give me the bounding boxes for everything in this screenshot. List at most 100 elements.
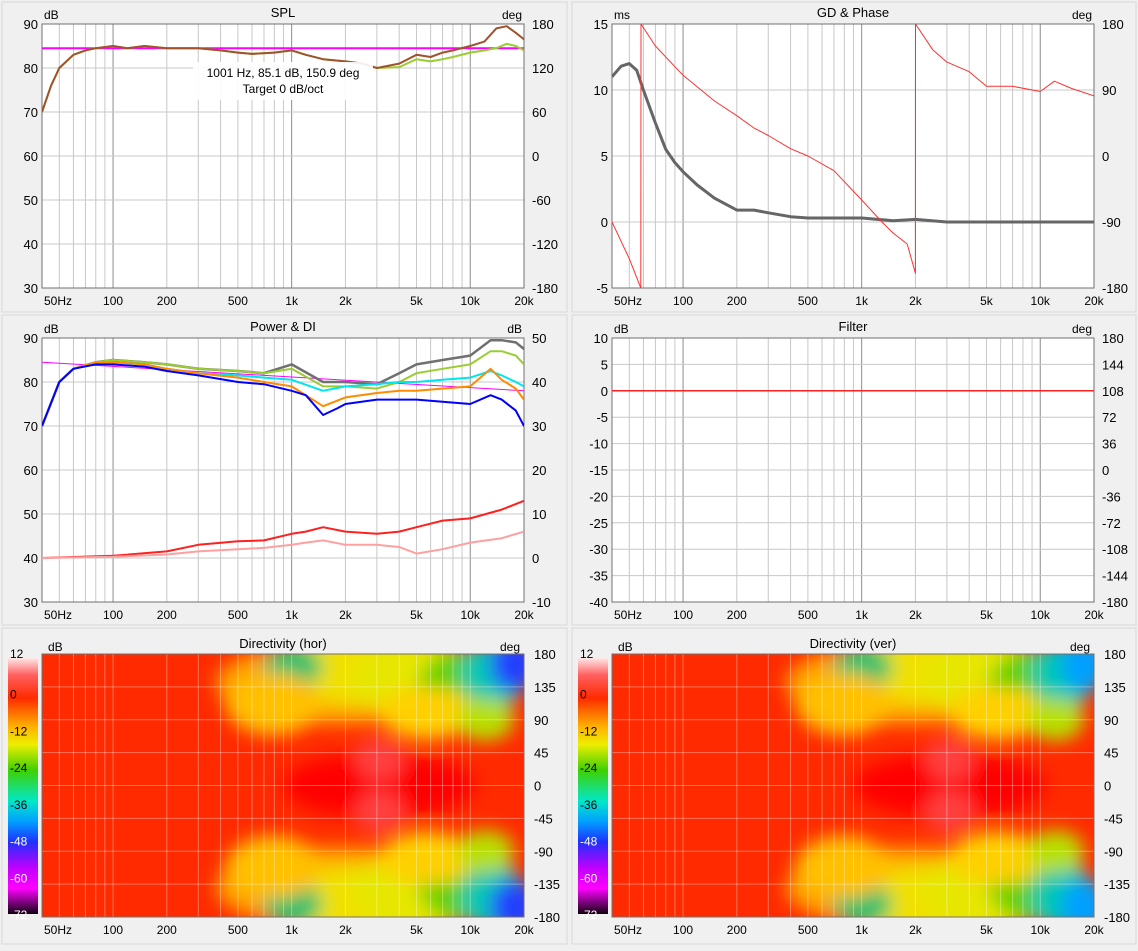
x-tick-label: 100 <box>673 923 693 937</box>
colorscale-label: -48 <box>580 835 598 849</box>
x-tick-label: 2k <box>339 608 353 622</box>
heatmap-region <box>225 672 322 736</box>
plot-border <box>611 23 1095 289</box>
colorscale-label: -72 <box>580 908 598 922</box>
x-tick-label: 200 <box>727 294 747 308</box>
left-unit-label: dB <box>44 322 59 336</box>
chart-title: SPL <box>271 5 296 20</box>
y-tick-label: 15 <box>594 17 608 32</box>
x-tick-label: 200 <box>157 923 177 937</box>
x-tick-label: 5k <box>980 923 994 937</box>
plot-border <box>41 23 525 289</box>
y2-tick-label: -180 <box>534 910 560 925</box>
heatmap-field <box>785 654 1094 917</box>
colorscale-label: -24 <box>580 761 598 775</box>
y2-tick-label: 0 <box>532 149 539 164</box>
heatmap-field <box>215 654 524 917</box>
series-line <box>42 363 524 427</box>
y2-tick-label: 72 <box>1102 410 1116 425</box>
y2-tick-label: -90 <box>1104 844 1123 859</box>
y2-tick-label: -120 <box>532 237 558 252</box>
x-tick-label: 100 <box>103 608 123 622</box>
heatmap-region <box>795 835 892 899</box>
right-unit-label: deg <box>1072 8 1092 22</box>
x-tick-label: 1k <box>285 294 299 308</box>
x-tick-label: 50Hz <box>44 923 72 937</box>
x-tick-label: 500 <box>228 923 248 937</box>
y-tick-label: 0 <box>601 384 608 399</box>
left-unit-label: dB <box>44 8 59 22</box>
y2-tick-label: 90 <box>534 713 548 728</box>
y-tick-label: -5 <box>596 281 608 296</box>
x-tick-label: 2k <box>909 608 923 622</box>
heatmap-region <box>1026 698 1085 741</box>
x-tick-label: 1k <box>855 294 869 308</box>
y2-tick-label: 0 <box>1102 463 1109 478</box>
series-group <box>42 338 524 559</box>
x-tick-label: 100 <box>673 608 693 622</box>
y2-tick-label: 108 <box>1102 384 1124 399</box>
y2-tick-label: 120 <box>532 61 554 76</box>
colorscale-label: -72 <box>10 908 28 922</box>
y2-tick-label: -72 <box>1102 516 1121 531</box>
x-tick-label: 2k <box>339 294 353 308</box>
y-tick-label: 80 <box>24 375 38 390</box>
heatmap-region <box>225 835 322 899</box>
y2-tick-label: 20 <box>532 463 546 478</box>
x-tick-label: 500 <box>798 294 818 308</box>
plot-border <box>41 653 525 918</box>
colorscale-label: -12 <box>580 724 598 738</box>
series-group <box>42 25 524 113</box>
plot-border <box>611 337 1095 603</box>
x-tick-label: 20k <box>514 923 534 937</box>
y-tick-label: 90 <box>24 331 38 346</box>
y2-tick-label: -10 <box>532 595 551 610</box>
y2-tick-label: 45 <box>534 746 548 761</box>
x-tick-label: 1k <box>285 923 299 937</box>
y2-tick-label: 0 <box>1102 149 1109 164</box>
x-tick-label: 10k <box>461 923 481 937</box>
y2-tick-label: -45 <box>534 811 553 826</box>
y-tick-label: -15 <box>589 463 608 478</box>
x-tick-label: 20k <box>514 608 534 622</box>
x-tick-label: 50Hz <box>614 608 642 622</box>
x-tick-label: 1k <box>855 923 869 937</box>
series-line <box>42 530 524 559</box>
x-tick-label: 500 <box>228 608 248 622</box>
colorscale-bar <box>578 657 608 914</box>
chart-title: GD & Phase <box>817 5 889 20</box>
y2-tick-label: 135 <box>534 680 556 695</box>
plot-border <box>611 653 1095 918</box>
x-tick-label: 200 <box>727 608 747 622</box>
y2-tick-label: 60 <box>532 105 546 120</box>
x-tick-label: 5k <box>410 608 424 622</box>
right-unit-label: dB <box>507 322 522 336</box>
x-tick-label: 1k <box>285 608 299 622</box>
x-tick-label: 100 <box>103 294 123 308</box>
y-tick-label: 70 <box>24 419 38 434</box>
heatmap-core <box>283 753 476 818</box>
series-group <box>612 24 1094 288</box>
heatmap-region <box>456 830 515 873</box>
colorscale-label: 0 <box>10 688 17 702</box>
y-tick-label: 70 <box>24 105 38 120</box>
x-tick-label: 500 <box>228 294 248 308</box>
x-tick-label: 5k <box>410 294 424 308</box>
power-grid <box>41 337 525 603</box>
series-line <box>42 361 524 392</box>
y-tick-label: -5 <box>596 410 608 425</box>
y2-tick-label: 180 <box>1102 17 1124 32</box>
y2-tick-label: 40 <box>532 375 546 390</box>
x-tick-label: 10k <box>1031 608 1051 622</box>
y2-tick-label: -180 <box>1102 595 1128 610</box>
x-tick-label: 100 <box>103 923 123 937</box>
colorscale-label: -60 <box>10 871 28 885</box>
series-line <box>612 24 1094 288</box>
left-unit-label: dB <box>618 640 633 654</box>
y2-tick-label: 50 <box>532 331 546 346</box>
x-tick-label: 500 <box>798 608 818 622</box>
x-tick-label: 1k <box>855 608 869 622</box>
series-line <box>612 62 1094 224</box>
x-tick-label: 10k <box>1031 294 1051 308</box>
